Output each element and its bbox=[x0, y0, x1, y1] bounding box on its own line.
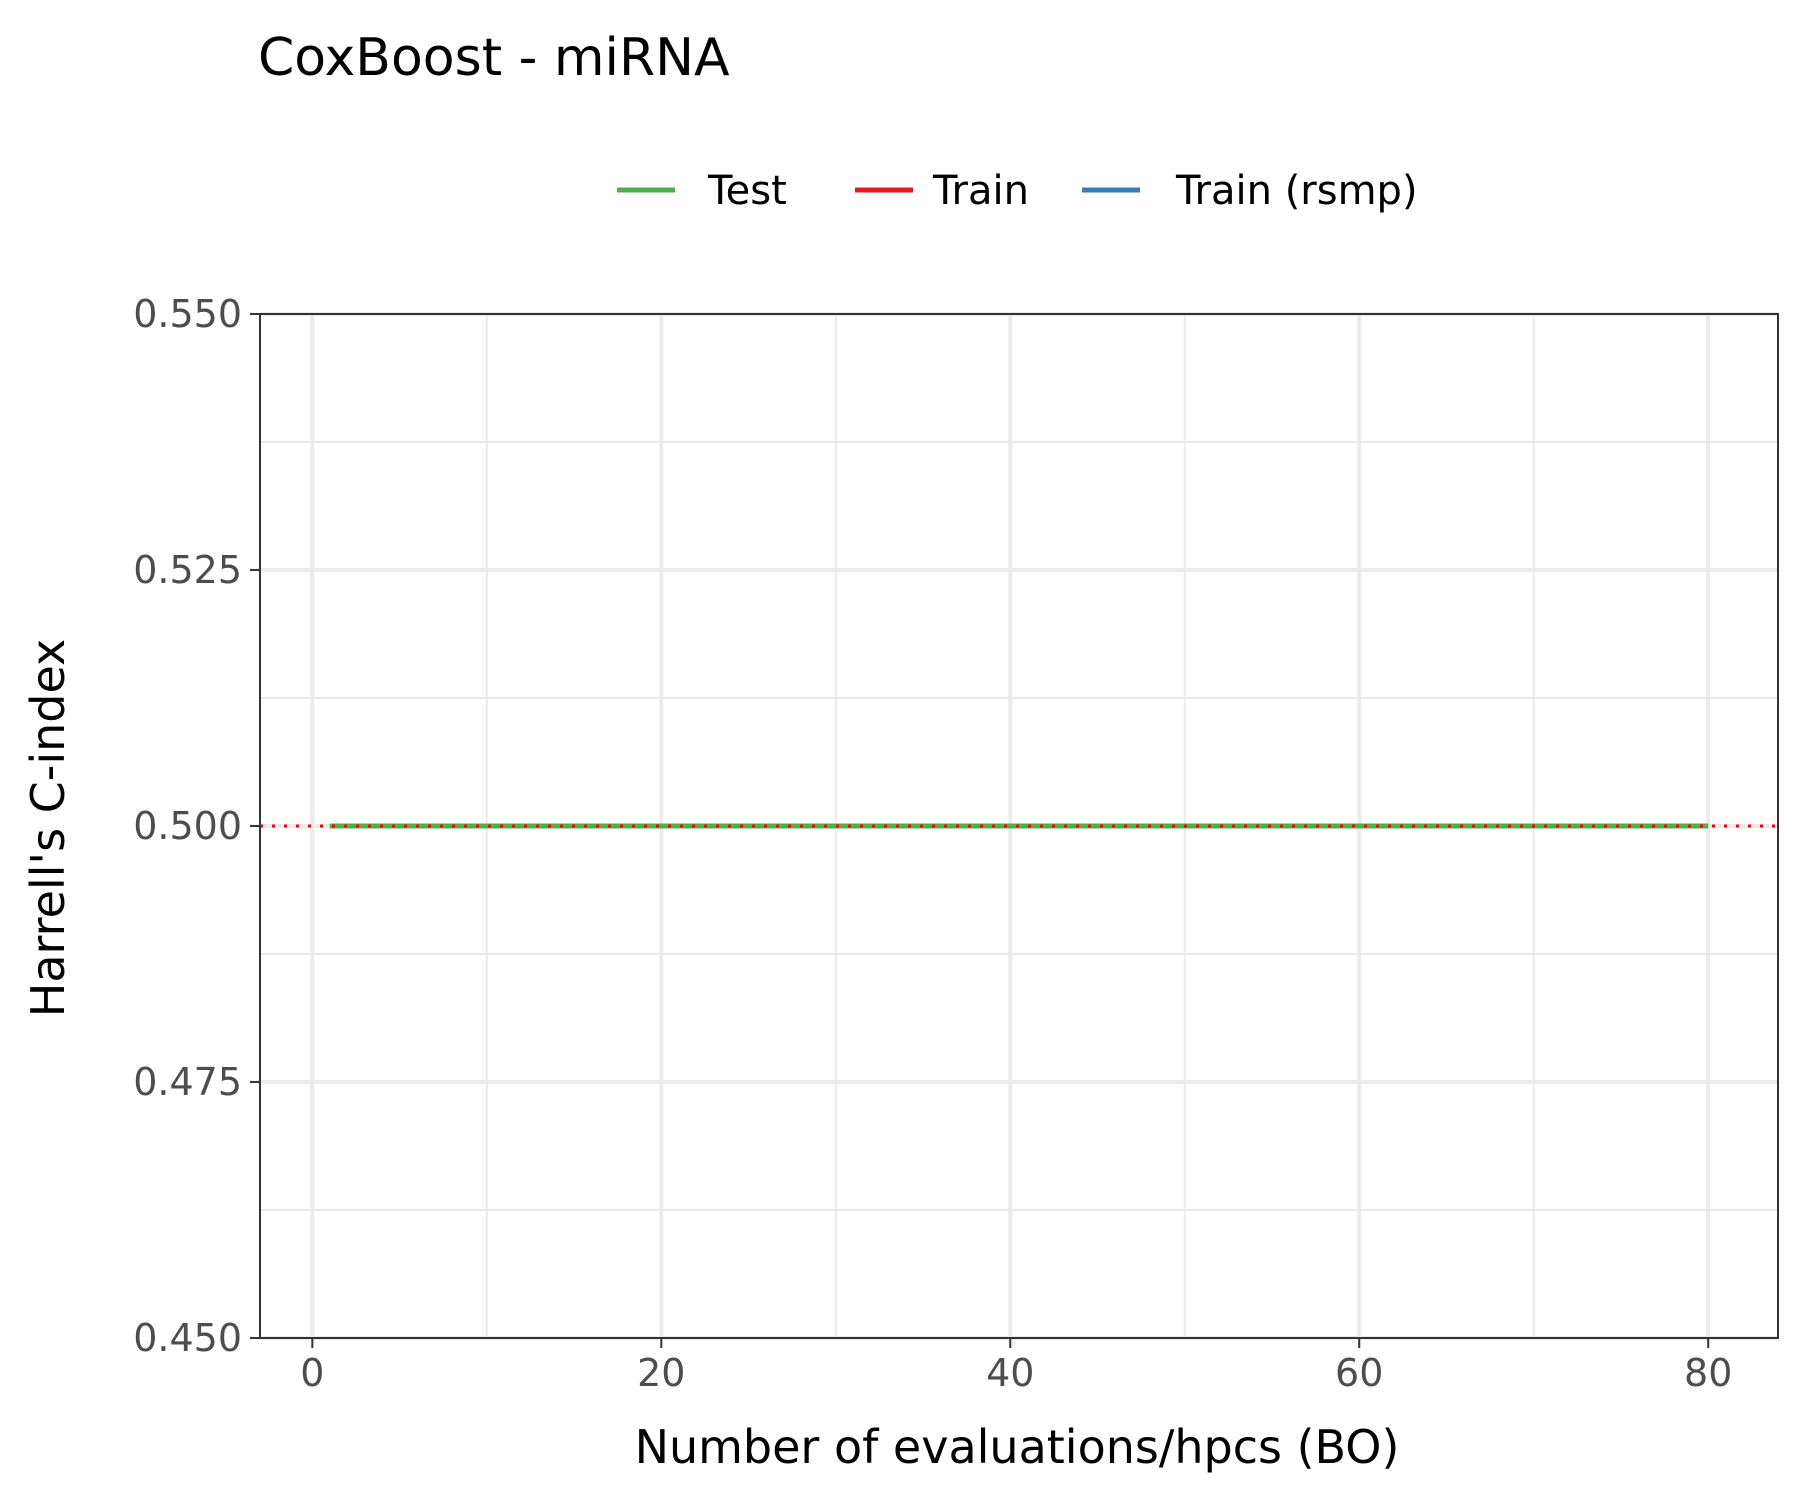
chart-title: CoxBoost - miRNA bbox=[258, 28, 730, 88]
x-tick-label: 80 bbox=[1684, 1351, 1732, 1395]
y-axis: 0.450 0.475 0.500 0.525 0.550 bbox=[133, 292, 260, 1360]
legend-label: Test bbox=[707, 168, 787, 214]
y-axis-title: Harrell's C-index bbox=[21, 639, 75, 1017]
x-tick-label: 0 bbox=[300, 1351, 324, 1395]
y-tick-label: 0.450 bbox=[133, 1316, 242, 1360]
legend-label: Train bbox=[932, 168, 1029, 214]
x-axis-title: Number of evaluations/hpcs (BO) bbox=[635, 1420, 1400, 1474]
x-axis: 0 20 40 60 80 bbox=[300, 1338, 1732, 1395]
x-tick-label: 40 bbox=[986, 1351, 1034, 1395]
legend: Test Train Train (rsmp) bbox=[617, 168, 1418, 214]
x-tick-label: 60 bbox=[1335, 1351, 1383, 1395]
legend-label: Train (rsmp) bbox=[1175, 168, 1418, 214]
y-tick-label: 0.525 bbox=[133, 548, 242, 592]
y-tick-label: 0.500 bbox=[133, 804, 242, 848]
y-tick-label: 0.550 bbox=[133, 292, 242, 336]
y-tick-label: 0.475 bbox=[133, 1060, 242, 1104]
x-tick-label: 20 bbox=[637, 1351, 685, 1395]
